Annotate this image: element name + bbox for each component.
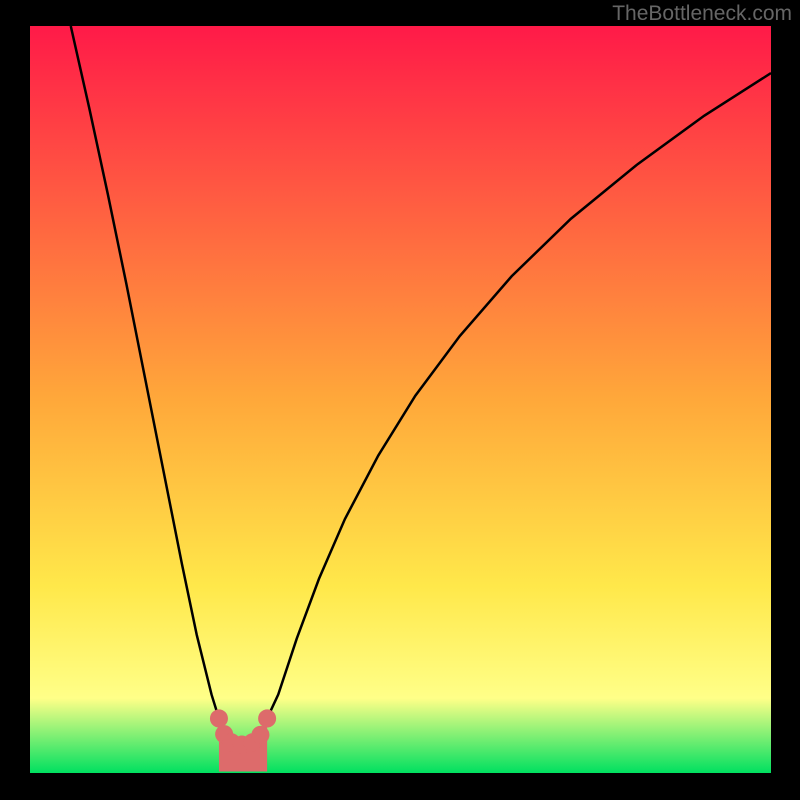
valley-dot: [210, 709, 228, 727]
curve-right-branch: [267, 73, 771, 718]
curve-left-branch: [71, 26, 219, 718]
chart-svg: [30, 26, 771, 773]
valley-dot: [258, 709, 276, 727]
watermark-text: TheBottleneck.com: [612, 2, 792, 26]
chart-plot-area: [30, 26, 771, 773]
valley-dot: [251, 726, 269, 744]
